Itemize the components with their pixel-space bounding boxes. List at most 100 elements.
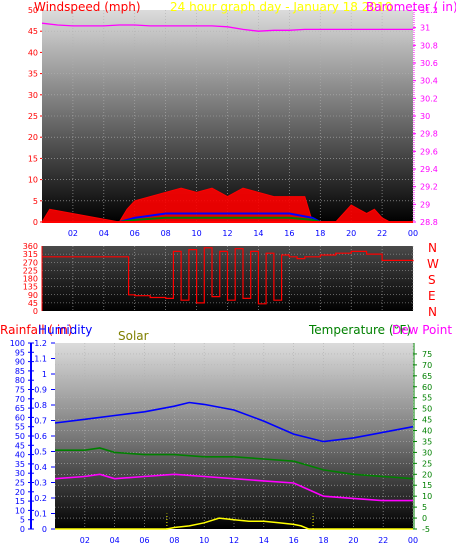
compass-letter-e: E xyxy=(428,289,436,303)
direction-tick-label: 180 xyxy=(23,275,38,284)
compass-letter-n1: N xyxy=(428,241,437,255)
barometer-tick-label: 30.2 xyxy=(420,94,438,103)
wind-x-tick-label: 16 xyxy=(284,229,294,238)
wind-direction-line xyxy=(42,247,414,305)
temperature-line xyxy=(55,447,414,480)
windspeed-tick-label: 25 xyxy=(28,112,38,121)
wind-x-tick-label: 18 xyxy=(315,229,325,238)
dewpoint-line xyxy=(54,473,413,502)
windspeed-tick-label: 5 xyxy=(33,197,38,206)
barometer-axis-title: Barometer ( in) xyxy=(366,0,456,14)
rainfall-tick-label: 0.7 xyxy=(34,417,47,426)
rainfall-tick-label: 1.2 xyxy=(34,339,47,348)
humidity-tick-label: 80 xyxy=(15,376,25,385)
temperature-tick-label: 65 xyxy=(422,372,432,381)
wind-x-tick-label: 20 xyxy=(346,229,356,238)
windspeed-tick-label: 15 xyxy=(28,154,38,163)
temperature-tick-label: 40 xyxy=(422,427,432,436)
temperature-axis-title: Temperature (°F) xyxy=(309,323,412,337)
barometer-tick-label: 29 xyxy=(420,200,430,209)
windspeed-tick-label: 0 xyxy=(33,218,38,227)
temp-x-tick-label: 08 xyxy=(169,536,179,545)
graph-title: 24 hour graph day - January 18 2010 xyxy=(170,0,393,14)
windspeed-axis-title: Windspeed (mph) xyxy=(34,0,141,14)
wind-x-tick-label: 08 xyxy=(161,229,171,238)
solar-label: Solar xyxy=(118,329,149,343)
humidity-tick-label: 100 xyxy=(10,339,25,348)
barometer-tick-label: 30 xyxy=(420,112,430,121)
humidity-tick-label: 50 xyxy=(15,432,25,441)
humidity-tick-label: 90 xyxy=(15,358,25,367)
direction-tick-label: 0 xyxy=(33,307,38,316)
temperature-tick-label: 15 xyxy=(422,481,432,490)
humidity-tick-label: 65 xyxy=(15,404,25,413)
barometer-tick-label: 29.2 xyxy=(420,183,438,192)
wind-low-line xyxy=(42,216,413,223)
windspeed-tick-label: 10 xyxy=(28,176,38,185)
compass-letter-w: W xyxy=(427,257,439,271)
humidity-tick-label: 5 xyxy=(20,516,25,525)
humidity-tick-label: 70 xyxy=(15,395,25,404)
temp-x-tick-label: 06 xyxy=(139,536,149,545)
barometer-tick-label: 30.4 xyxy=(420,77,438,86)
barometer-tick-label: 30.6 xyxy=(420,59,438,68)
solar-line xyxy=(55,517,413,530)
wind-x-tick-label: 06 xyxy=(130,229,140,238)
temperature-tick-label: 70 xyxy=(422,361,432,370)
temp-x-tick-label: 00 xyxy=(408,536,418,545)
barometer-tick-label: 29.4 xyxy=(420,165,438,174)
rainfall-tick-label: 0.3 xyxy=(34,479,47,488)
rainfall-tick-label: 0.1 xyxy=(34,510,47,519)
compass-letter-n2: N xyxy=(428,305,437,319)
wind-x-tick-label: 02 xyxy=(68,229,78,238)
rainfall-tick-label: 0.9 xyxy=(34,386,47,395)
direction-tick-label: 225 xyxy=(23,266,38,275)
humidity-axis-title: Humidity xyxy=(38,323,93,337)
temperature-tick-label: 60 xyxy=(422,383,432,392)
humidity-tick-label: 35 xyxy=(15,460,25,469)
rainfall-tick-label: 0.4 xyxy=(34,463,47,472)
humidity-tick-label: 45 xyxy=(15,441,25,450)
temperature-tick-label: 50 xyxy=(422,405,432,414)
temperature-tick-label: 55 xyxy=(422,394,432,403)
temp-x-tick-label: 18 xyxy=(318,536,328,545)
temperature-tick-label: 5 xyxy=(422,503,427,512)
direction-tick-label: 90 xyxy=(28,291,38,300)
temperature-tick-label: 20 xyxy=(422,470,432,479)
temp-x-tick-label: 14 xyxy=(259,536,269,545)
humidity-line xyxy=(54,401,414,443)
rainfall-tick-label: 0.2 xyxy=(34,494,47,503)
temperature-tick-label: 35 xyxy=(422,437,432,446)
direction-tick-label: 45 xyxy=(28,299,38,308)
compass-letter-s: S xyxy=(428,273,436,287)
dewpoint-axis-title: Dew Point ( xyxy=(392,323,456,337)
windspeed-tick-label: 30 xyxy=(28,91,38,100)
direction-tick-label: 135 xyxy=(23,283,38,292)
rainfall-tick-label: 1.1 xyxy=(34,355,47,364)
barometer-tick-label: 31.2 xyxy=(420,6,438,15)
humidity-tick-label: 60 xyxy=(15,413,25,422)
rainfall-tick-label: 0 xyxy=(42,525,47,534)
rainfall-tick-label: 0.8 xyxy=(34,401,47,410)
barometer-tick-label: 31 xyxy=(420,24,430,33)
barometer-line xyxy=(41,22,413,32)
humidity-tick-label: 30 xyxy=(15,469,25,478)
humidity-tick-label: 25 xyxy=(15,479,25,488)
wind-average-line xyxy=(42,212,413,223)
wind-gust-area xyxy=(41,187,413,223)
windspeed-tick-label: 20 xyxy=(28,133,38,142)
temperature-tick-label: 25 xyxy=(422,459,432,468)
barometer-tick-label: 29.8 xyxy=(420,130,438,139)
temp-x-tick-label: 22 xyxy=(378,536,388,545)
direction-tick-label: 315 xyxy=(23,250,38,259)
windspeed-tick-label: 40 xyxy=(28,48,38,57)
direction-tick-label: 360 xyxy=(23,242,38,251)
temperature-tick-label: 45 xyxy=(422,416,432,425)
direction-tick-label: 270 xyxy=(23,258,38,267)
wind-x-tick-label: 12 xyxy=(222,229,232,238)
humidity-tick-label: 10 xyxy=(15,506,25,515)
humidity-tick-label: 55 xyxy=(15,423,25,432)
humidity-tick-label: 0 xyxy=(20,525,25,534)
